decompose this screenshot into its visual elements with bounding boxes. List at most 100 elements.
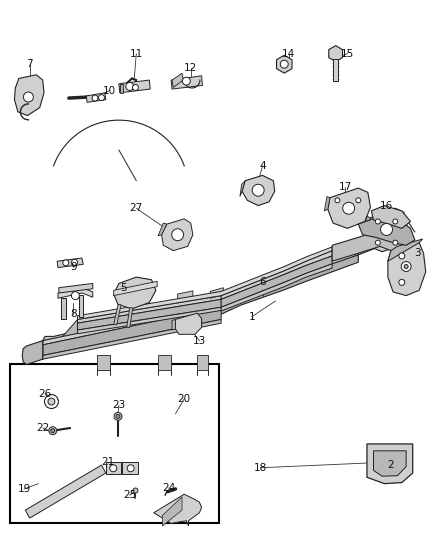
Polygon shape — [43, 341, 51, 356]
Polygon shape — [136, 297, 149, 309]
Polygon shape — [79, 295, 83, 317]
Polygon shape — [367, 444, 413, 483]
Polygon shape — [106, 463, 121, 474]
Text: 12: 12 — [184, 63, 198, 73]
Circle shape — [335, 198, 340, 203]
Circle shape — [172, 229, 184, 241]
Text: 7: 7 — [26, 59, 33, 69]
Polygon shape — [154, 494, 201, 526]
Text: 15: 15 — [341, 49, 354, 59]
Text: 2: 2 — [388, 460, 394, 470]
Polygon shape — [178, 291, 193, 302]
Circle shape — [393, 240, 398, 245]
Circle shape — [356, 198, 361, 203]
Polygon shape — [43, 304, 221, 345]
Polygon shape — [158, 356, 171, 370]
Circle shape — [71, 259, 78, 265]
Polygon shape — [78, 247, 332, 319]
Circle shape — [182, 77, 191, 85]
Polygon shape — [22, 341, 43, 365]
Polygon shape — [43, 255, 358, 356]
Polygon shape — [86, 93, 106, 102]
Polygon shape — [172, 319, 176, 330]
Polygon shape — [171, 76, 202, 89]
Circle shape — [23, 92, 33, 102]
Polygon shape — [122, 463, 138, 474]
Polygon shape — [59, 284, 93, 293]
Polygon shape — [114, 277, 156, 309]
Text: 13: 13 — [193, 336, 206, 345]
Polygon shape — [374, 451, 406, 476]
Polygon shape — [162, 497, 182, 526]
Polygon shape — [221, 251, 332, 300]
Circle shape — [132, 85, 138, 91]
Polygon shape — [388, 243, 426, 296]
Circle shape — [110, 465, 117, 472]
Polygon shape — [363, 216, 371, 233]
Circle shape — [343, 203, 355, 214]
Circle shape — [252, 184, 264, 196]
Polygon shape — [78, 308, 221, 334]
Circle shape — [99, 94, 105, 101]
Polygon shape — [358, 216, 415, 245]
Circle shape — [114, 413, 122, 421]
Text: 24: 24 — [162, 483, 176, 493]
Polygon shape — [221, 256, 332, 308]
Polygon shape — [43, 319, 221, 359]
Circle shape — [127, 465, 134, 472]
Circle shape — [375, 219, 380, 224]
Polygon shape — [127, 308, 133, 327]
Text: 10: 10 — [103, 86, 116, 95]
Text: 21: 21 — [101, 457, 115, 467]
Polygon shape — [328, 188, 371, 228]
Polygon shape — [366, 208, 407, 252]
Polygon shape — [57, 258, 83, 268]
Text: 6: 6 — [259, 277, 266, 287]
Text: 1: 1 — [248, 312, 255, 322]
Circle shape — [133, 488, 138, 493]
Polygon shape — [162, 219, 193, 251]
Polygon shape — [172, 73, 184, 87]
Polygon shape — [324, 197, 330, 211]
Circle shape — [375, 240, 380, 245]
Circle shape — [92, 95, 98, 101]
Polygon shape — [114, 281, 157, 296]
Polygon shape — [158, 223, 167, 236]
Circle shape — [126, 83, 134, 91]
Polygon shape — [197, 356, 208, 370]
Bar — [10, 365, 219, 523]
Polygon shape — [276, 55, 292, 73]
Circle shape — [399, 253, 405, 259]
Text: 20: 20 — [178, 394, 191, 404]
Polygon shape — [329, 46, 343, 61]
Text: 3: 3 — [414, 248, 420, 259]
Circle shape — [381, 223, 392, 236]
Polygon shape — [43, 308, 221, 356]
Circle shape — [401, 262, 411, 271]
Polygon shape — [333, 59, 338, 81]
Circle shape — [404, 264, 408, 269]
Polygon shape — [14, 75, 44, 116]
Polygon shape — [78, 296, 221, 323]
Circle shape — [63, 260, 69, 266]
Polygon shape — [28, 345, 43, 362]
Text: 23: 23 — [112, 400, 126, 410]
Text: 4: 4 — [259, 161, 266, 171]
Polygon shape — [78, 300, 221, 330]
Polygon shape — [114, 305, 121, 325]
Polygon shape — [43, 239, 380, 349]
Circle shape — [45, 394, 58, 408]
Polygon shape — [27, 349, 43, 359]
Polygon shape — [61, 298, 66, 319]
Polygon shape — [120, 84, 123, 93]
Circle shape — [49, 427, 57, 434]
Text: 19: 19 — [18, 484, 31, 494]
Polygon shape — [97, 356, 110, 370]
Text: 14: 14 — [282, 49, 295, 59]
Text: 17: 17 — [339, 182, 352, 192]
Polygon shape — [119, 80, 150, 93]
Text: 16: 16 — [380, 200, 393, 211]
Polygon shape — [28, 341, 43, 353]
Text: 5: 5 — [120, 282, 127, 293]
Text: 9: 9 — [70, 262, 77, 271]
